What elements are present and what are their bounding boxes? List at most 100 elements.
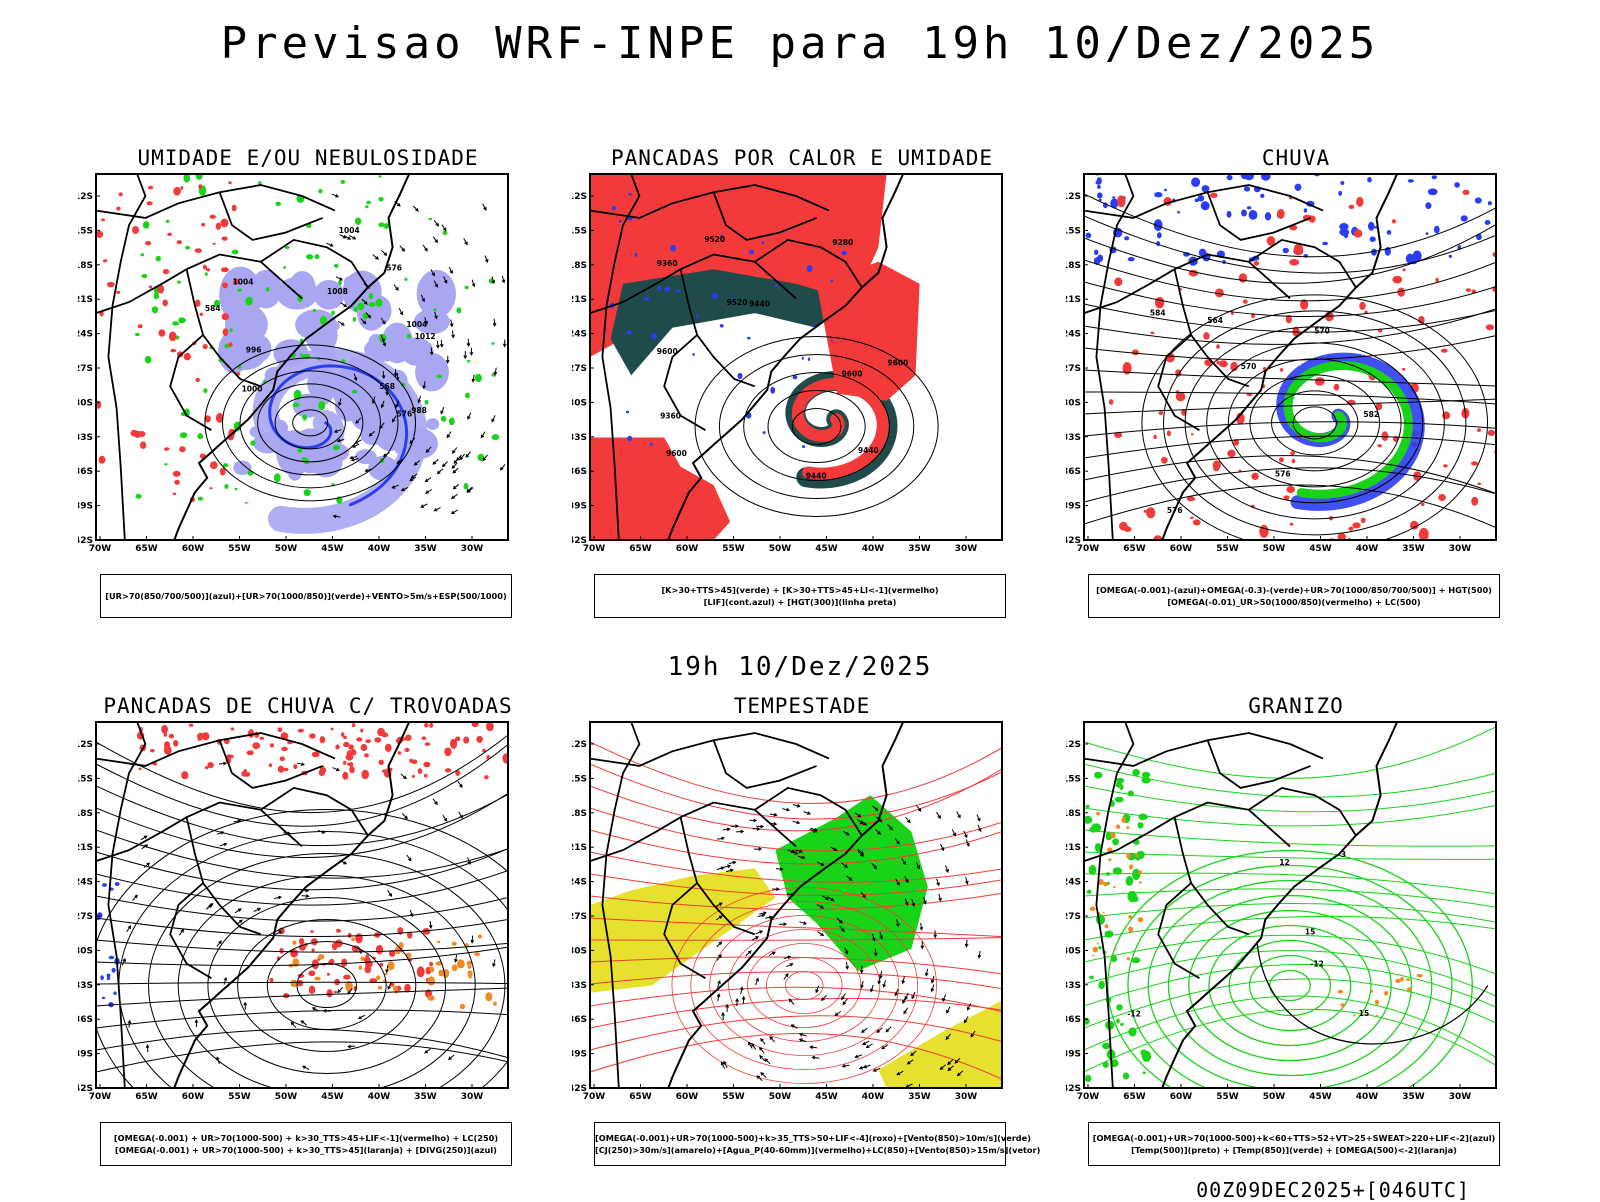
streamlines-250-line <box>96 939 508 953</box>
humidity-low-blob <box>313 308 316 313</box>
stream-arrows-arrow <box>121 957 126 966</box>
country-border <box>601 174 641 540</box>
temp850-lines-line <box>1084 888 1496 908</box>
thunder-red-south-blob <box>388 950 396 957</box>
stream-arrows-arrow <box>492 959 496 968</box>
pressure-isobars <box>204 344 417 502</box>
country-border <box>107 174 147 540</box>
wind-850-vectors-arrow <box>755 977 759 986</box>
wind-vectors-arrow <box>326 242 334 247</box>
thickness-red-blob <box>202 264 207 270</box>
lon-tick-label: 50W <box>769 544 792 554</box>
temp850-lines-line <box>1084 726 1496 779</box>
wind-vectors-arrow <box>380 317 386 325</box>
wind-vectors-arrow <box>434 311 438 320</box>
wind-850-vectors-arrow <box>809 828 818 833</box>
temp-850-west-blob <box>1110 955 1118 962</box>
omega-red-blob <box>1175 369 1182 377</box>
wind-vectors-arrow <box>482 454 488 462</box>
lc500-lines-line <box>1084 259 1496 302</box>
wind-850-vectors-arrow <box>860 980 864 989</box>
wind-850-vectors <box>715 804 982 1088</box>
wind-vectors-arrow <box>385 387 390 396</box>
wind-850-vectors-arrow <box>938 893 942 902</box>
omega-500-orange-blob <box>1096 811 1100 816</box>
omega-blue-blob <box>1460 215 1468 222</box>
wind-850-vectors-arrow <box>964 939 969 948</box>
lif-contours-blob <box>762 431 766 435</box>
omega-red-blob <box>1375 402 1383 411</box>
lif-contours-blob <box>626 330 632 335</box>
thunder-orange-blob <box>468 975 472 979</box>
lat-tick-label: 24S <box>78 878 93 888</box>
omega-red-blob <box>1145 541 1153 552</box>
jet-stream-west <box>590 868 776 993</box>
humidity-low-blob <box>333 264 339 268</box>
thunder-red-north-blob <box>281 746 288 752</box>
contour-label: 584 <box>1150 308 1166 317</box>
omega-500-orange-blob <box>1104 924 1109 929</box>
omega-blue-blob <box>1098 198 1102 201</box>
omega-500-orange-blob <box>1096 942 1099 945</box>
hgt500-contours-ring <box>1292 406 1337 440</box>
wind-vectors-arrow <box>435 340 440 349</box>
omega-red-blob <box>1337 533 1346 540</box>
thunder-red-north-blob <box>277 765 284 773</box>
wind-vectors-arrow <box>372 254 380 260</box>
lif-contours-blob <box>830 279 834 283</box>
wind-850-vectors-arrow <box>716 941 723 948</box>
thunder-orange-blob <box>292 940 297 945</box>
lon-tick-label: 35W <box>908 1092 931 1102</box>
temp-850-west-blob <box>1098 946 1102 950</box>
stream-arrows-arrow <box>143 862 151 868</box>
thunder-red-north-blob <box>161 724 168 734</box>
wind-850-vectors-arrow <box>798 1038 807 1043</box>
humidity-low-blob <box>314 254 320 260</box>
panel-caption: [UR>70(850/700/500)](azul)+[UR>70(1000/8… <box>100 574 512 618</box>
thunder-red-north-blob <box>297 728 304 733</box>
thunder-red-south-blob <box>279 947 284 954</box>
country-border <box>712 739 817 789</box>
wind-vectors-arrow <box>368 430 376 437</box>
map-frame <box>589 173 1003 541</box>
coastline <box>667 722 905 1088</box>
precip-water-contours-ring <box>747 943 862 1028</box>
wind-vectors-arrow <box>351 443 360 448</box>
lat-tick-label: 15S <box>78 226 93 236</box>
temp-850-west-blob <box>1089 975 1094 980</box>
lc500-lines-line <box>1084 467 1496 503</box>
coastline <box>1161 174 1399 540</box>
thickness-red-blob <box>212 242 216 245</box>
geography-group <box>590 174 905 540</box>
caption-line-2: [OMEGA(-0.001) + UR>70(1000-500) + k>30_… <box>115 1145 497 1155</box>
humidity-low-blob <box>177 280 181 284</box>
lat-tick-label: 27S <box>572 912 587 922</box>
lon-tick-label: 50W <box>275 1092 298 1102</box>
humidity-low-blob <box>141 274 148 278</box>
precip-water-contours-ring <box>784 971 824 1000</box>
omega-blue-blob <box>1093 257 1101 265</box>
wind-850-vectors-arrow <box>798 1032 807 1037</box>
precip-water-contours-ring <box>709 915 900 1056</box>
omega-blue-blob <box>1112 196 1116 199</box>
wind-850-vectors-arrow <box>896 919 900 928</box>
contour-label: 9520 <box>727 298 748 307</box>
country-border <box>1084 184 1324 219</box>
thickness-red-blob <box>198 184 203 189</box>
wind-vectors-arrow <box>349 455 358 460</box>
thunder-red-north-blob <box>404 747 410 753</box>
stream-arrows-arrow <box>127 1019 132 1028</box>
lc500-lines-line <box>1084 421 1496 437</box>
temp-500-contour <box>1256 941 1489 1045</box>
omega-red-blob <box>1289 259 1300 266</box>
wind-vectors-arrow <box>466 338 471 347</box>
omega-500-orange-blob <box>1126 957 1131 961</box>
pressure-isobars-ring <box>204 344 417 502</box>
thunder-red-south-blob <box>341 958 348 967</box>
omega-red-blob <box>1218 360 1228 368</box>
lif-contours-blob <box>720 234 723 238</box>
humidity-low-blob <box>352 389 358 394</box>
panel-granizo: GRANIZO -12 -12 12 15 15 -3 12S 15S 18S 21S 24S 27S… <box>1066 694 1526 1194</box>
thunder-orange-blob <box>451 964 458 972</box>
map-trovoadas: 12S 15S 18S 21S 24S 27S 30S 33S 36S 39S 42S70W 65W 6… <box>78 721 509 1102</box>
